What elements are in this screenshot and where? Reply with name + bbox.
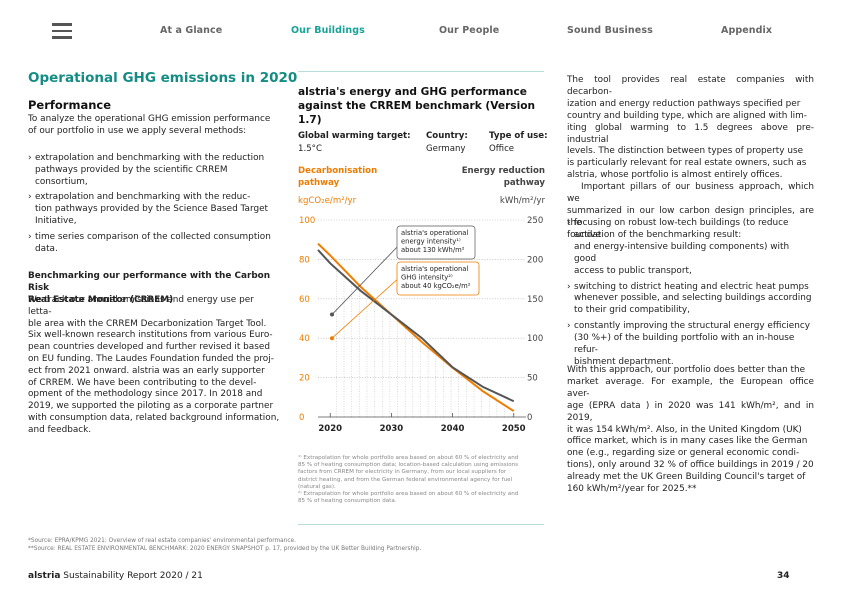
left-tick-label: 20 <box>299 374 310 384</box>
ghg-callout-text: about 40 kgCO₂e/m² <box>401 282 471 290</box>
left-tick-label: 0 <box>299 413 304 423</box>
source-note-1: *Source: EPRA/KPMG 2021: Overview of rea… <box>28 538 296 544</box>
section-title: Operational GHG emissions in 2020 <box>28 70 298 86</box>
ghg-callout-text: GHG intensity²⁾ <box>401 274 453 282</box>
energy-reduction-pathway-line <box>317 249 515 403</box>
nav-appendix[interactable]: Appendix <box>721 25 773 36</box>
footer-text: Sustainability Report 2020 / 21 <box>60 571 203 581</box>
left-tick-label: 60 <box>299 295 310 305</box>
ghg-callout-leader <box>331 275 402 339</box>
performance-intro: To analyze the operational GHG emission … <box>28 114 271 136</box>
list-item: › extrapolation and benchmarking with th… <box>28 153 265 187</box>
list-item: › time series comparison of the collecte… <box>28 231 271 254</box>
nav-our-people[interactable]: Our People <box>439 25 500 36</box>
left-tick-label: 40 <box>299 334 310 344</box>
page-number: 34 <box>777 571 790 581</box>
left-axis-title: Decarbonisation pathway <box>298 166 378 188</box>
footer-title: alstria Sustainability Report 2020 / 21 <box>28 571 203 581</box>
right-paragraph-2: With this approach, our portfolio does b… <box>567 365 814 495</box>
hamburger-menu-icon[interactable] <box>52 23 72 39</box>
nav-at-a-glance[interactable]: At a Glance <box>160 25 223 36</box>
x-tick-label: 2020 <box>318 424 342 434</box>
source-note-2: **Source: REAL ESTATE ENVIRONMENTAL BENC… <box>28 546 422 552</box>
gw-target-value: 1.5°C <box>298 144 322 154</box>
ghg-callout-box <box>396 261 480 296</box>
performance-heading: Performance <box>28 98 112 112</box>
chart-top-rule <box>298 71 544 72</box>
country-value: Germany <box>426 144 466 154</box>
list-item: › switching to district heating and elec… <box>567 281 812 316</box>
decarbonisation-pathway-line <box>317 242 515 412</box>
type-of-use-value: Office <box>489 144 515 154</box>
energy-callout-box <box>396 225 476 260</box>
right-paragraph-1: The tool provides real estate companies … <box>567 75 814 240</box>
footer-brand: alstria <box>28 571 61 581</box>
right-tick-label: 150 <box>527 295 543 305</box>
right-tick-label: 100 <box>527 334 543 344</box>
energy-callout-text: about 130 kWh/m² <box>401 246 465 254</box>
type-of-use-label: Type of use: <box>489 131 548 141</box>
right-tick-label: 200 <box>527 255 543 265</box>
right-tick-label: 50 <box>527 374 538 384</box>
list-item: › focusing on robust low-tech buildings … <box>567 218 790 276</box>
energy-callout-text: alstria's operational <box>401 229 468 237</box>
nav-our-buildings[interactable]: Our Buildings <box>291 25 365 36</box>
right-tick-label: 250 <box>527 216 543 226</box>
x-tick-label: 2030 <box>380 424 404 434</box>
left-tick-label: 100 <box>299 216 315 226</box>
nav-sound-business[interactable]: Sound Business <box>567 25 653 36</box>
x-tick-label: 2040 <box>441 424 465 434</box>
right-axis-unit: kWh/m²/yr <box>499 196 545 206</box>
country-label: Country: <box>426 131 468 141</box>
left-tick-label: 80 <box>299 255 310 265</box>
right-axis-title: Energy reduction pathway <box>461 166 545 188</box>
list-item: › constantly improving the structural en… <box>567 321 811 367</box>
method-list: › extrapolation and benchmarking with th… <box>28 153 278 259</box>
energy-callout-text: energy intensity¹⁾ <box>401 238 461 246</box>
x-tick-label: 2050 <box>502 424 526 434</box>
chart-footnotes: ¹⁾ Extrapolation for whole portfolio are… <box>298 455 519 505</box>
crrem-paragraph: We track our annual emissions and energy… <box>28 295 280 435</box>
left-axis-unit: kgCO₂e/m²/yr <box>298 196 357 206</box>
gw-target-label: Global warming target: <box>298 131 411 141</box>
list-item: › extrapolation and benchmarking with th… <box>28 192 269 226</box>
chart-bottom-rule <box>298 524 544 525</box>
crrem-heading: Benchmarking our performance with the Ca… <box>28 271 271 305</box>
chart-title: alstria's energy and GHG performance aga… <box>298 86 536 126</box>
right-tick-label: 0 <box>527 413 532 423</box>
energy-callout-leader <box>331 242 402 315</box>
ghg-callout-text: alstria's operational <box>401 265 468 273</box>
principles-list: › focusing on robust low-tech buildings … <box>567 218 814 373</box>
